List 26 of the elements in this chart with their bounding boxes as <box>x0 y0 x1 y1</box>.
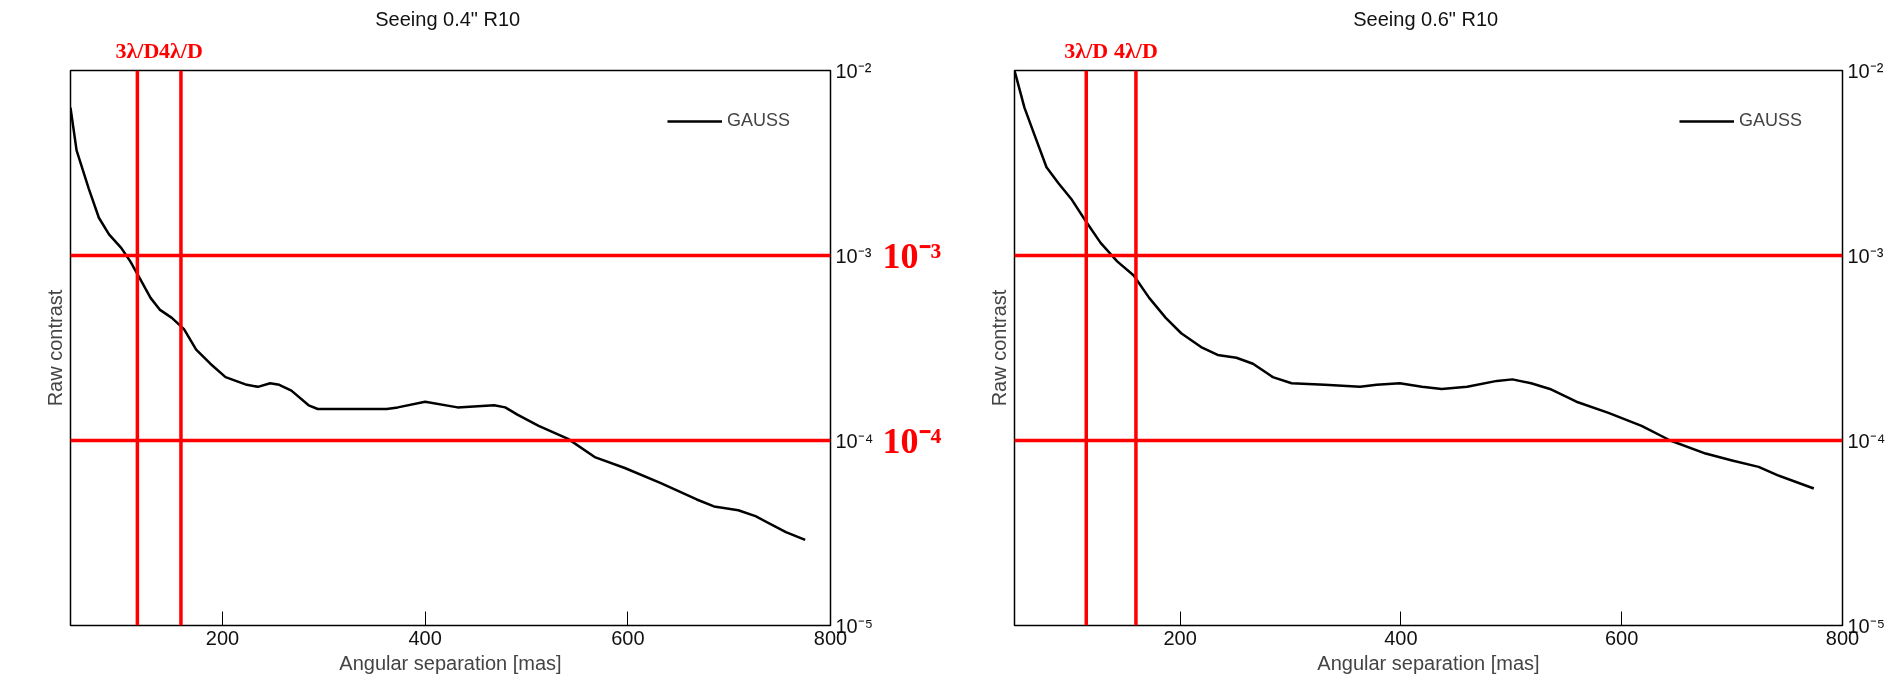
legend-label: GAUSS <box>726 110 790 131</box>
y-tick-label: 10⁻³ <box>1847 244 1884 267</box>
y-tick-label: 10⁻⁴ <box>1847 429 1886 452</box>
y-axis-title: Raw contrast <box>43 289 66 407</box>
y-tick-label: 10⁻³ <box>835 244 872 267</box>
x-tick-label: 600 <box>1605 626 1639 649</box>
legend-label: GAUSS <box>1738 110 1802 131</box>
ref-line-label: 4λ/D <box>159 37 203 63</box>
x-axis-title: Angular separation [mas] <box>1317 651 1540 674</box>
ref-line-label: 3λ/D <box>115 37 160 63</box>
y-axis-title: Raw contrast <box>987 289 1010 407</box>
ref-line-label: 10⁻³ <box>882 235 942 276</box>
x-tick-label: 600 <box>611 626 645 649</box>
y-tick-label: 10⁻² <box>1847 59 1884 82</box>
ref-line-label: 10⁻⁴ <box>882 420 942 461</box>
x-tick-label: 200 <box>1163 626 1197 649</box>
ref-line-label: 4λ/D <box>1114 37 1158 63</box>
x-tick-label: 400 <box>1384 626 1418 649</box>
y-tick-label: 10⁻² <box>835 59 872 82</box>
ref-line-label: 3λ/D <box>1064 37 1109 63</box>
x-tick-label: 400 <box>408 626 442 649</box>
x-axis-title: Angular separation [mas] <box>339 651 562 674</box>
y-tick-label: 10⁻⁴ <box>835 429 874 452</box>
x-tick-label: 200 <box>205 626 240 649</box>
chart-title: Seeing 0.4" R10 <box>375 7 521 30</box>
chart-title: Seeing 0.6" R10 <box>1353 7 1499 30</box>
